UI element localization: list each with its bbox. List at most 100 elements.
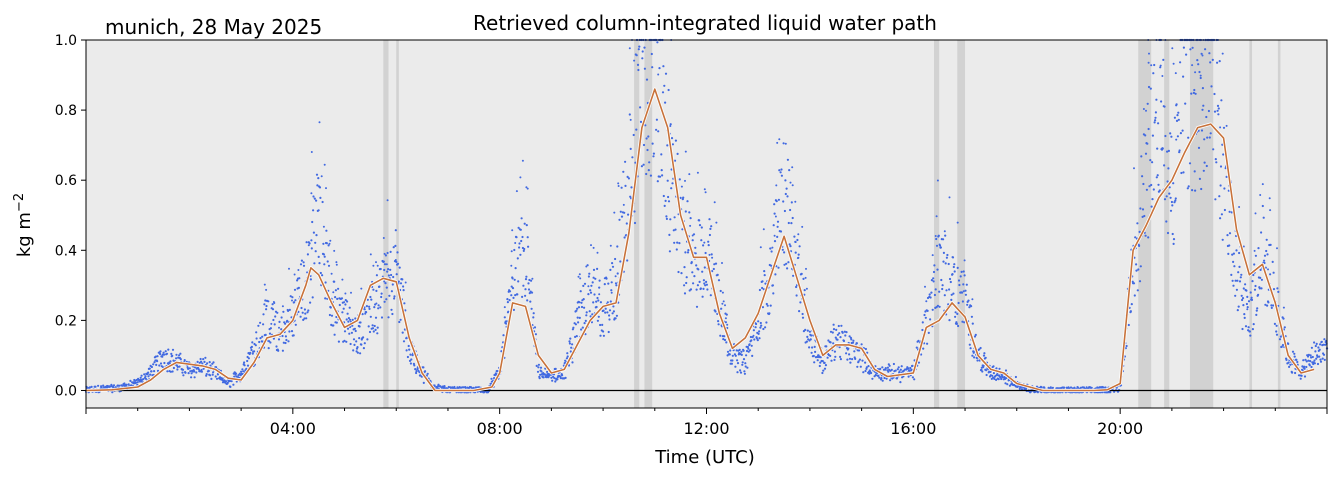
- data-point: [314, 241, 317, 244]
- data-point: [720, 307, 723, 310]
- data-point: [402, 340, 406, 343]
- data-point: [566, 355, 569, 358]
- data-point: [687, 249, 690, 252]
- data-point: [677, 270, 680, 274]
- data-point: [265, 308, 268, 311]
- data-point: [1204, 48, 1207, 51]
- data-point: [589, 289, 592, 292]
- data-point: [215, 377, 219, 380]
- data-point: [797, 233, 800, 236]
- data-point: [359, 321, 362, 324]
- data-point: [584, 319, 587, 322]
- data-point: [1165, 220, 1168, 223]
- data-point: [791, 166, 794, 169]
- data-point: [1293, 355, 1296, 358]
- data-point: [683, 292, 687, 295]
- data-point: [874, 365, 877, 368]
- data-point: [964, 293, 968, 296]
- data-point: [864, 369, 867, 373]
- data-point: [300, 306, 303, 310]
- data-point: [164, 350, 167, 353]
- data-point: [581, 326, 584, 329]
- data-point: [610, 289, 613, 292]
- data-point: [756, 339, 759, 342]
- data-point: [729, 349, 732, 352]
- data-point: [281, 334, 284, 338]
- data-point: [1149, 159, 1152, 162]
- data-point: [184, 371, 187, 374]
- data-point: [397, 280, 400, 283]
- data-point: [925, 300, 928, 303]
- data-point: [723, 338, 727, 342]
- data-point: [1244, 283, 1247, 286]
- station-date-label: munich, 28 May 2025: [105, 15, 322, 39]
- data-point: [519, 228, 522, 231]
- data-point: [464, 386, 467, 389]
- data-point: [620, 215, 624, 218]
- data-point: [565, 357, 569, 360]
- data-point: [1302, 359, 1305, 362]
- data-point: [694, 246, 697, 249]
- data-point: [374, 328, 377, 331]
- data-point: [1177, 118, 1180, 121]
- data-point: [289, 295, 292, 298]
- data-point: [713, 263, 716, 266]
- data-point: [347, 317, 350, 320]
- data-point: [559, 377, 563, 380]
- data-point: [907, 367, 910, 370]
- data-point: [832, 342, 835, 345]
- data-point: [850, 338, 853, 341]
- data-point: [995, 367, 998, 370]
- data-point: [524, 288, 527, 291]
- data-point: [1181, 129, 1184, 132]
- data-point: [531, 277, 534, 280]
- data-point: [667, 195, 670, 199]
- data-point: [967, 299, 970, 302]
- data-point: [580, 305, 584, 309]
- data-point: [762, 327, 765, 331]
- data-point: [399, 282, 403, 285]
- data-point: [293, 288, 297, 291]
- data-point: [287, 340, 290, 343]
- data-point: [514, 294, 517, 297]
- data-point: [937, 234, 940, 237]
- data-point: [342, 307, 345, 310]
- data-point: [951, 273, 954, 276]
- data-point: [736, 362, 740, 365]
- data-point: [267, 347, 270, 350]
- data-point: [1144, 234, 1147, 237]
- data-point: [510, 250, 513, 253]
- data-point: [375, 302, 378, 305]
- data-point: [635, 128, 638, 131]
- data-point: [422, 366, 425, 369]
- data-point: [606, 311, 609, 314]
- data-point: [627, 177, 631, 180]
- data-point: [848, 357, 852, 360]
- data-point: [700, 239, 703, 242]
- data-point: [312, 231, 315, 234]
- data-point: [310, 239, 313, 242]
- data-point: [1152, 72, 1155, 75]
- data-point: [255, 337, 258, 340]
- data-point: [159, 352, 162, 356]
- data-point: [747, 350, 750, 353]
- data-point: [391, 283, 394, 286]
- data-point: [1152, 188, 1155, 191]
- data-point: [689, 224, 692, 227]
- data-point: [322, 242, 325, 245]
- y-tick-label: 0.4: [55, 243, 77, 259]
- data-point: [608, 318, 611, 321]
- data-point: [341, 311, 344, 314]
- data-point: [700, 226, 703, 229]
- data-point: [703, 282, 706, 285]
- data-point: [211, 373, 214, 376]
- data-point: [669, 123, 672, 126]
- data-point: [167, 348, 170, 351]
- data-point: [690, 261, 693, 264]
- data-point: [1216, 109, 1219, 112]
- data-point: [1313, 341, 1316, 344]
- data-point: [1227, 252, 1230, 255]
- data-point: [262, 313, 265, 316]
- data-point: [321, 274, 324, 277]
- data-point: [352, 349, 355, 352]
